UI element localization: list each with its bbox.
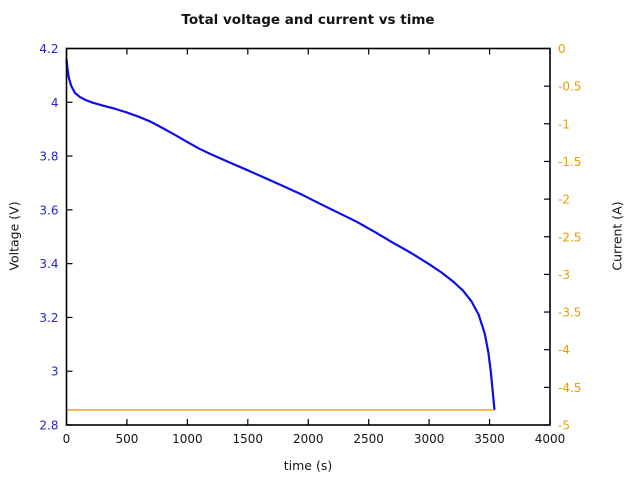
x-tick-label: 0 (63, 432, 71, 446)
left-tick-label: 3.6 (39, 203, 58, 217)
left-tick-label: 3.2 (39, 311, 58, 325)
right-tick-label: -5 (558, 419, 570, 433)
x-axis-ticks: 0 500 1000 1500 2000 2500 3000 3500 4000 (63, 48, 566, 446)
x-tick-label: 1500 (233, 432, 264, 446)
right-tick-label: -2.5 (558, 230, 581, 244)
right-axis-ticks: 0 -0.5 -1 -1.5 -2 -2.5 -3 -3.5 -4 -4.5 -5 (544, 42, 581, 433)
left-tick-label: 3.8 (39, 150, 58, 164)
voltage-line (65, 58, 496, 410)
right-tick-label: -1 (558, 117, 570, 131)
right-tick-label: -1.5 (558, 155, 581, 169)
left-tick-label: 3.4 (39, 257, 58, 271)
x-tick-label: 4000 (535, 432, 566, 446)
x-axis-label: time (s) (283, 458, 333, 473)
x-tick-label: 3000 (414, 432, 445, 446)
left-tick-label: 2.8 (39, 419, 58, 433)
x-tick-label: 3500 (474, 432, 505, 446)
x-tick-label: 2000 (293, 432, 324, 446)
right-tick-label: 0 (558, 42, 566, 56)
left-axis-ticks: 4.2 4 3.8 3.6 3.4 3.2 3 2.8 (39, 42, 73, 433)
left-tick-label: 4.2 (39, 42, 58, 56)
plot-frame (65, 47, 551, 426)
right-tick-label: -4 (558, 343, 570, 357)
x-tick-label: 1000 (172, 432, 203, 446)
y-axis-label-left: Voltage (V) (6, 201, 22, 271)
x-tick-label: 2500 (353, 432, 384, 446)
right-tick-label: -3.5 (558, 306, 581, 320)
left-tick-label: 4 (51, 96, 59, 110)
left-tick-label: 3 (51, 365, 59, 379)
right-tick-label: -3 (558, 268, 570, 282)
right-tick-label: -2 (558, 193, 570, 207)
right-tick-label: -4.5 (558, 381, 581, 395)
right-tick-label: -0.5 (558, 80, 581, 94)
x-tick-label: 500 (115, 432, 138, 446)
y-axis-label-right: Current (A) (609, 201, 625, 271)
chart-title: Total voltage and current vs time (181, 12, 435, 28)
